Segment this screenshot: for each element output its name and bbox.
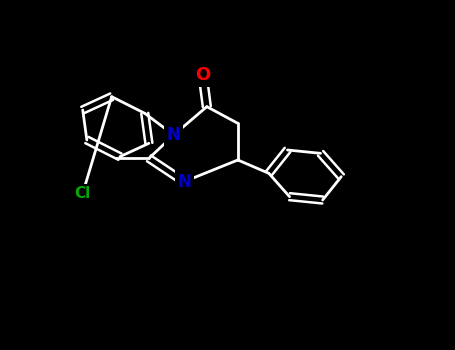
Text: Cl: Cl	[75, 186, 91, 201]
Text: N: N	[177, 173, 191, 191]
Text: N: N	[167, 126, 181, 144]
Text: O: O	[195, 66, 210, 84]
